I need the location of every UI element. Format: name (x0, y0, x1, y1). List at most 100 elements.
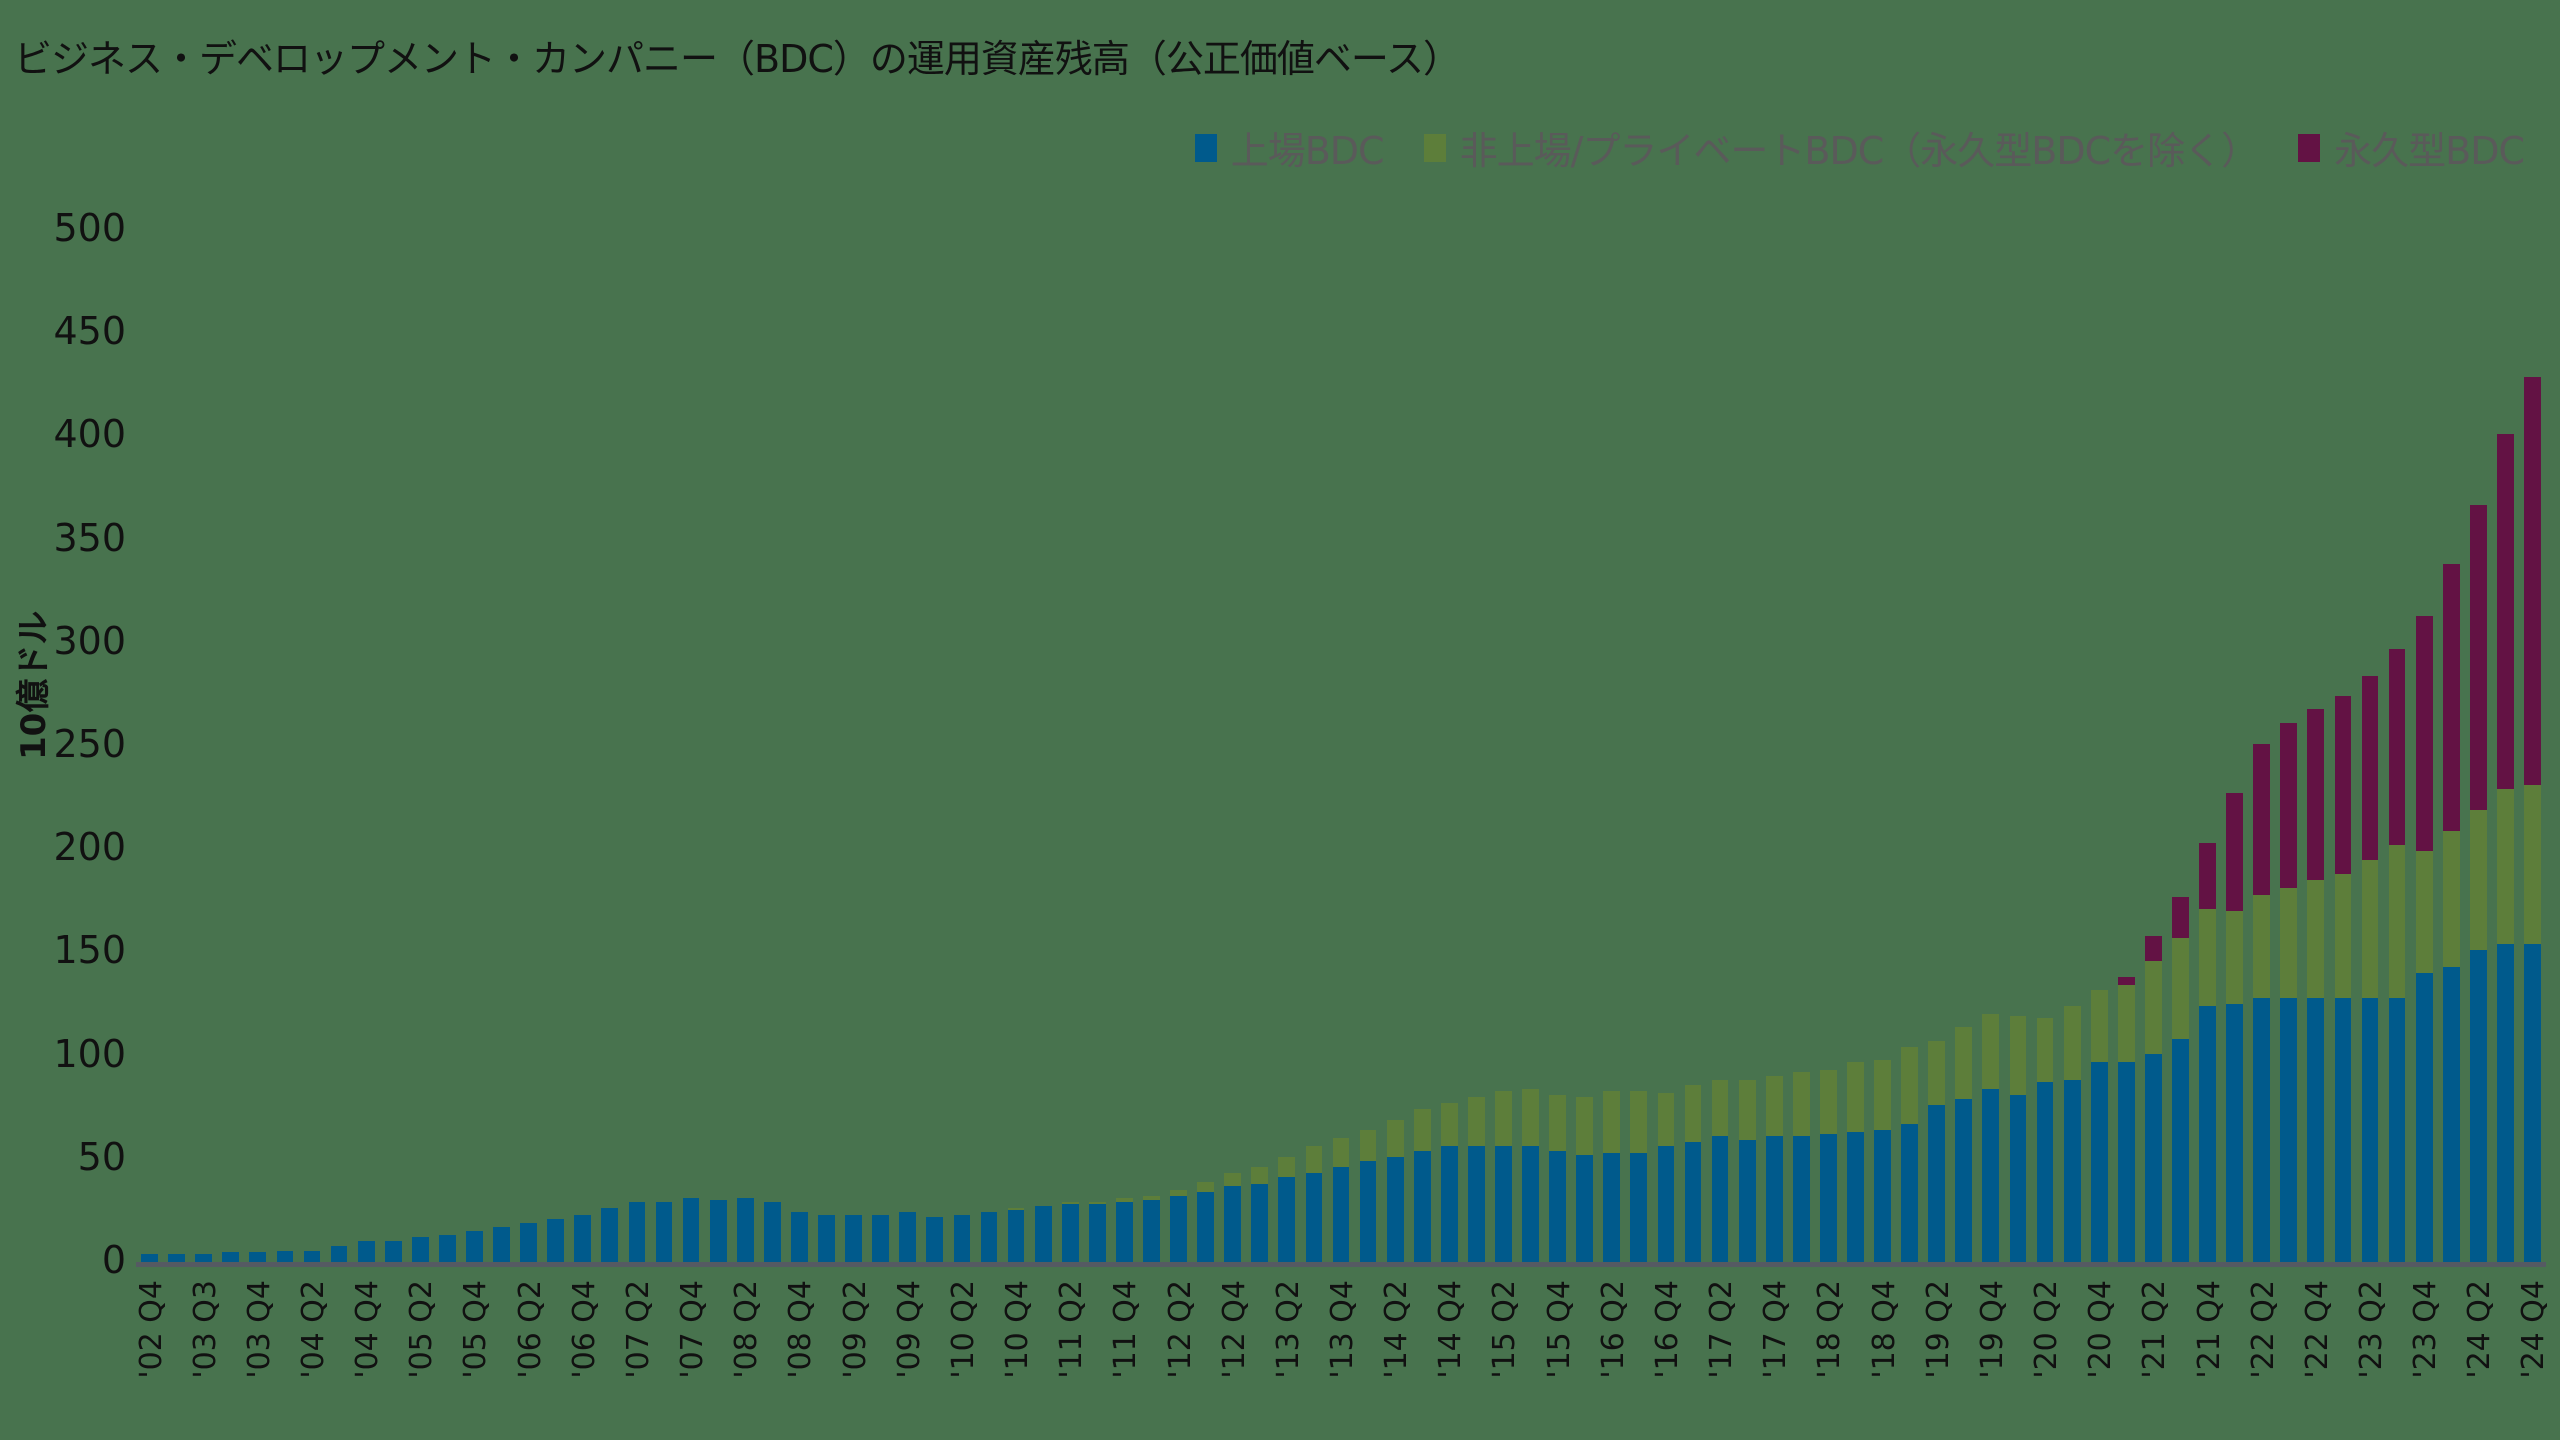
bar-segment (2036, 1018, 2054, 1083)
y-tick-label: 500 (53, 206, 126, 250)
bar-stack (2280, 723, 2298, 1262)
bar-stack (709, 1200, 727, 1262)
bar-stack (1115, 1198, 1133, 1262)
bar-segment (2117, 1061, 2135, 1262)
x-tick-label: '20 Q2 (2029, 1280, 2065, 1379)
bar-stack (520, 1222, 538, 1262)
bar-segment (1603, 1152, 1621, 1262)
plot-area (136, 230, 2546, 1262)
x-tick-label: '11 Q2 (1054, 1280, 1090, 1379)
bar-segment (2415, 973, 2433, 1262)
bar-segment (2307, 880, 2325, 998)
bar-segment (1007, 1208, 1025, 1211)
bar-segment (2199, 1006, 2216, 1262)
bar-stack (1034, 1206, 1052, 1262)
bar-stack (1630, 1090, 1648, 1262)
bar-segment (2280, 997, 2298, 1262)
bar-segment (2388, 649, 2406, 846)
bar-stack (1278, 1156, 1296, 1262)
bar-segment (141, 1253, 158, 1262)
bar-segment (1928, 1041, 1946, 1106)
bar-segment (2442, 966, 2460, 1262)
bar-segment (1115, 1198, 1133, 1203)
x-tick-label: '17 Q2 (1704, 1280, 1740, 1379)
x-tick-label: '04 Q4 (350, 1280, 386, 1379)
x-tick-label: '10 Q4 (1000, 1280, 1036, 1379)
legend-label-nonlisted: 非上場/プライベートBDC（永久型BDCを除く） (1459, 129, 2260, 173)
bar-segment (736, 1198, 754, 1262)
bar-segment (1251, 1167, 1269, 1184)
y-tick-label: 150 (53, 928, 126, 973)
bar-segment (1874, 1129, 1891, 1262)
x-tick-label: '15 Q4 (1541, 1280, 1577, 1379)
bar-stack (1549, 1094, 1567, 1262)
bar-segment (1874, 1059, 1891, 1130)
bar-segment (1278, 1156, 1296, 1178)
bar-segment (1820, 1070, 1837, 1135)
bar-segment (1061, 1202, 1079, 1205)
bar-segment (1711, 1080, 1729, 1137)
bar-stack (2469, 504, 2487, 1262)
x-tick-label: '05 Q4 (458, 1280, 494, 1379)
bar-segment (2307, 997, 2325, 1262)
legend-label-listed: 上場BDC (1230, 129, 1385, 173)
bar-segment (2524, 944, 2541, 1262)
legend-item-perpetual: 永久型BDC (2298, 120, 2525, 175)
bar-stack (2415, 616, 2433, 1262)
bar-stack (1197, 1181, 1214, 1262)
bar-segment (2469, 950, 2487, 1262)
bar-stack (2090, 989, 2108, 1262)
bar-segment (1305, 1146, 1323, 1174)
bar-stack (1792, 1072, 1810, 1262)
x-tick-label: '18 Q2 (1812, 1280, 1848, 1379)
bar-segment (601, 1208, 619, 1262)
bar-segment (2307, 708, 2325, 881)
bar-segment (1684, 1084, 1702, 1143)
bar-stack (1684, 1084, 1702, 1262)
bar-segment (628, 1202, 646, 1262)
bar-segment (2524, 376, 2541, 786)
x-tick-label: '09 Q2 (837, 1280, 873, 1379)
bar-stack (222, 1251, 240, 1262)
y-tick-label: 400 (53, 412, 126, 457)
bar-stack (2496, 434, 2514, 1262)
bar-segment (2334, 696, 2352, 874)
x-tick-label: '17 Q4 (1758, 1280, 1794, 1379)
bar-stack (493, 1226, 510, 1262)
bar-stack (2172, 896, 2189, 1262)
bar-segment (1549, 1150, 1567, 1262)
bar-segment (520, 1222, 538, 1262)
bar-segment (1847, 1061, 1864, 1132)
bar-segment (818, 1214, 835, 1262)
bar-stack (926, 1216, 944, 1262)
bar-segment (1332, 1167, 1350, 1262)
bar-segment (2117, 985, 2135, 1062)
bar-segment (1224, 1173, 1242, 1186)
bar-segment (1413, 1150, 1431, 1262)
x-tick-label: '22 Q2 (2245, 1280, 2281, 1379)
x-tick-label: '21 Q2 (2137, 1280, 2173, 1379)
bar-segment (384, 1241, 402, 1262)
bar-stack (1711, 1080, 1729, 1262)
bar-stack (1928, 1041, 1946, 1262)
bar-segment (763, 1202, 781, 1262)
bar-segment (1738, 1080, 1756, 1141)
x-tick-label: '03 Q3 (187, 1280, 223, 1379)
bar-stack (2226, 793, 2243, 1262)
bar-segment (2117, 977, 2135, 986)
bar-segment (1955, 1026, 1973, 1099)
bar-segment (2090, 989, 2108, 1062)
bar-segment (1197, 1191, 1214, 1262)
bar-segment (2172, 1039, 2189, 1262)
bar-stack (1657, 1092, 1675, 1262)
x-tick-label: '12 Q2 (1162, 1280, 1198, 1379)
x-tick-label: '22 Q4 (2299, 1280, 2335, 1379)
bar-segment (439, 1235, 456, 1262)
bar-segment (2253, 743, 2271, 895)
bar-stack (1847, 1061, 1864, 1262)
legend-swatch-nonlisted (1423, 133, 1446, 162)
bar-segment (2144, 1053, 2162, 1262)
legend-item-nonlisted: 非上場/プライベートBDC（永久型BDCを除く） (1423, 120, 2260, 175)
x-tick-label: '19 Q4 (1974, 1280, 2010, 1379)
bar-segment (1955, 1098, 1973, 1262)
